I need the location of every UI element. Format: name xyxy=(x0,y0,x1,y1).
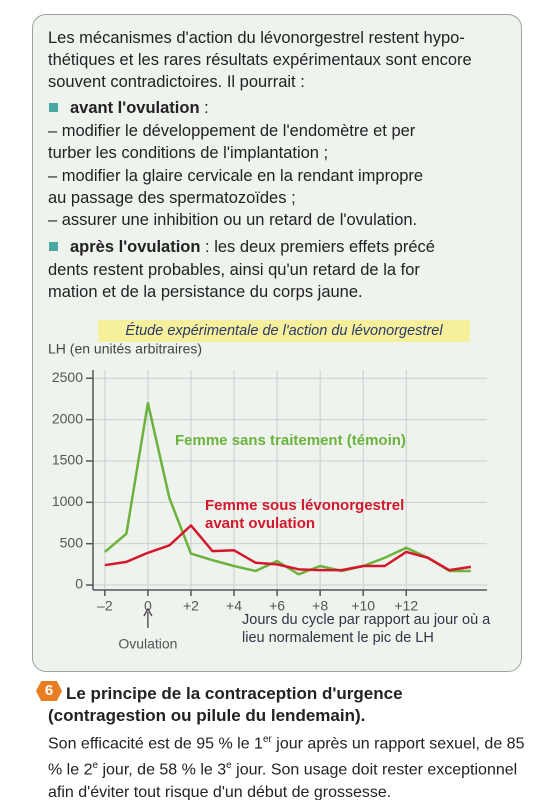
bullet xyxy=(49,242,58,251)
x-tick-label: 0 xyxy=(144,598,152,614)
x-tick-label: +4 xyxy=(226,598,242,614)
x-tick-label: +10 xyxy=(351,598,375,614)
text-line: avant l'ovulation : xyxy=(70,98,209,118)
text-line: – assurer une inhibition ou un retard de… xyxy=(48,211,418,229)
superscript: e xyxy=(92,760,99,772)
x-tick-label: –2 xyxy=(97,598,113,614)
y-tick-label: 2000 xyxy=(52,410,83,426)
title-line: (contragestion ou pilule du lendemain). xyxy=(48,706,366,725)
section-number: 6 xyxy=(36,681,62,701)
bullet-title: après l'ovulation xyxy=(70,238,201,256)
y-tick-label: 2500 xyxy=(52,369,83,385)
chart: Étude expérimentale de l'action du lévon… xyxy=(48,320,487,652)
text: Son efficacité est de 95 % le 1 xyxy=(48,735,263,753)
y-tick-label: 0 xyxy=(75,576,83,592)
y-tick-label: 1000 xyxy=(52,493,83,509)
chart-title: Étude expérimentale de l'action du lévon… xyxy=(125,322,443,339)
superscript: e xyxy=(226,760,232,772)
text-line: au passage des spermatozoïdes ; xyxy=(48,189,296,207)
title-line: Le principe de la contraception d'urgenc… xyxy=(66,684,403,703)
x-tick-label: +2 xyxy=(183,598,199,614)
y-tick-label: 1500 xyxy=(52,452,83,468)
bullet xyxy=(49,103,58,112)
text-line: – modifier le développement de l'endomèt… xyxy=(48,122,416,140)
title-background xyxy=(98,320,470,342)
text: : xyxy=(199,99,209,117)
section-body: Son efficacité est de 95 % le 1er jour a… xyxy=(48,729,528,800)
text: jour, de 58 % le 3 xyxy=(98,761,227,779)
y-tick-label: 500 xyxy=(60,534,84,550)
series-line xyxy=(104,524,472,572)
text-line: souvent contradictoires. Il pourrait : xyxy=(48,73,305,91)
text-line: mation et de la persistance du corps jau… xyxy=(48,283,363,301)
text-line: Les mécanismes d'action du lévonorgestre… xyxy=(48,29,465,47)
annotation: Ovulation xyxy=(118,636,177,652)
x-tick-label: +12 xyxy=(394,598,418,614)
x-tick-label: +6 xyxy=(269,598,285,614)
text-line: thétiques et les rares résultats expérim… xyxy=(48,51,472,69)
text: : les deux premiers effets précé xyxy=(200,238,435,256)
section-title: Le principe de la contraception d'urgenc… xyxy=(48,683,403,727)
superscript: er xyxy=(262,734,272,745)
legend-label: Femme sans traitement (témoin) xyxy=(175,432,406,449)
x-axis-label: Jours du cycle par rapport au jour où a … xyxy=(242,612,491,646)
y-axis-label: LH (en unités arbitraires) xyxy=(48,341,202,357)
legend-label: Femme sous lévonorgestrel avant ovulatio… xyxy=(205,497,405,532)
text-line: turber les conditions de l'implantation … xyxy=(48,144,329,162)
bullet-title: avant l'ovulation xyxy=(70,99,200,117)
text-line: dents restent probables, ainsi qu'un ret… xyxy=(48,261,420,279)
text: jour. Son usage doit rester exceptionnel… xyxy=(48,761,518,800)
text: jour après un rapport sexuel, de 85 % le… xyxy=(48,735,525,779)
x-tick-label: +8 xyxy=(312,598,328,614)
text-line: après l'ovulation : les deux premiers ef… xyxy=(70,237,435,257)
annotation-arrowhead xyxy=(143,607,153,617)
text-line: – modifier la glaire cervicale en la ren… xyxy=(48,167,424,185)
